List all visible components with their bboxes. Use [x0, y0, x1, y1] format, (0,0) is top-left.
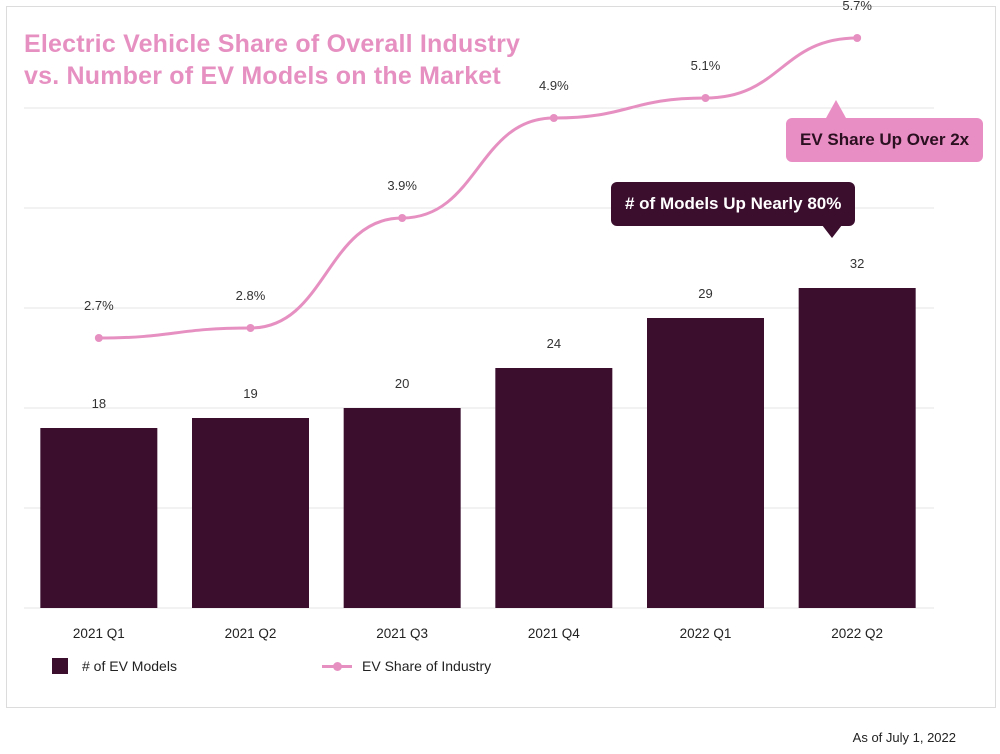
- share-point: [549, 114, 558, 122]
- x-tick-label: 2021 Q4: [528, 626, 580, 641]
- x-tick-label: 2021 Q1: [73, 626, 125, 641]
- share-callout-pointer: [826, 100, 846, 118]
- bar: [192, 418, 309, 608]
- legend-item-models: # of EV Models: [52, 658, 177, 674]
- bar-value-label: 18: [92, 396, 106, 411]
- bar: [343, 408, 461, 608]
- bar: [647, 318, 764, 608]
- share-point: [94, 334, 103, 342]
- legend-label-share: EV Share of Industry: [362, 658, 492, 674]
- bar-value-label: 29: [698, 286, 712, 301]
- chart-title-line-2: vs. Number of EV Models on the Market: [24, 62, 501, 90]
- chart-frame: [6, 6, 996, 708]
- legend-label-models: # of EV Models: [82, 658, 177, 674]
- share-point: [246, 324, 255, 332]
- x-tick-label: 2022 Q2: [831, 626, 883, 641]
- share-point: [398, 214, 407, 222]
- share-value-label: 5.1%: [691, 58, 721, 73]
- bar: [495, 368, 613, 608]
- share-value-label: 5.7%: [842, 0, 872, 13]
- x-tick-label: 2022 Q1: [680, 626, 732, 641]
- x-tick-label: 2021 Q2: [225, 626, 277, 641]
- models-callout-pointer: [822, 225, 842, 238]
- legend-swatch-line: [322, 661, 352, 671]
- share-callout: EV Share Up Over 2x: [786, 118, 984, 162]
- chart-title-line-1: Electric Vehicle Share of Overall Indust…: [24, 30, 521, 58]
- share-value-label: 2.8%: [236, 288, 266, 303]
- legend-swatch-bar: [52, 658, 68, 674]
- bar-value-label: 19: [243, 386, 257, 401]
- bar-value-label: 24: [547, 336, 561, 351]
- models-callout: # of Models Up Nearly 80%: [611, 182, 856, 226]
- share-point: [701, 94, 710, 102]
- bar-value-label: 32: [850, 256, 864, 271]
- x-tick-label: 2021 Q3: [376, 626, 428, 641]
- footnote: As of July 1, 2022: [852, 730, 956, 745]
- bar: [798, 288, 916, 608]
- share-point: [853, 34, 862, 42]
- bar-value-label: 20: [395, 376, 409, 391]
- legend-item-share: EV Share of Industry: [322, 658, 491, 674]
- share-value-label: 2.7%: [84, 298, 114, 313]
- share-value-label: 3.9%: [387, 178, 417, 193]
- bar: [40, 428, 158, 608]
- share-value-label: 4.9%: [539, 78, 569, 93]
